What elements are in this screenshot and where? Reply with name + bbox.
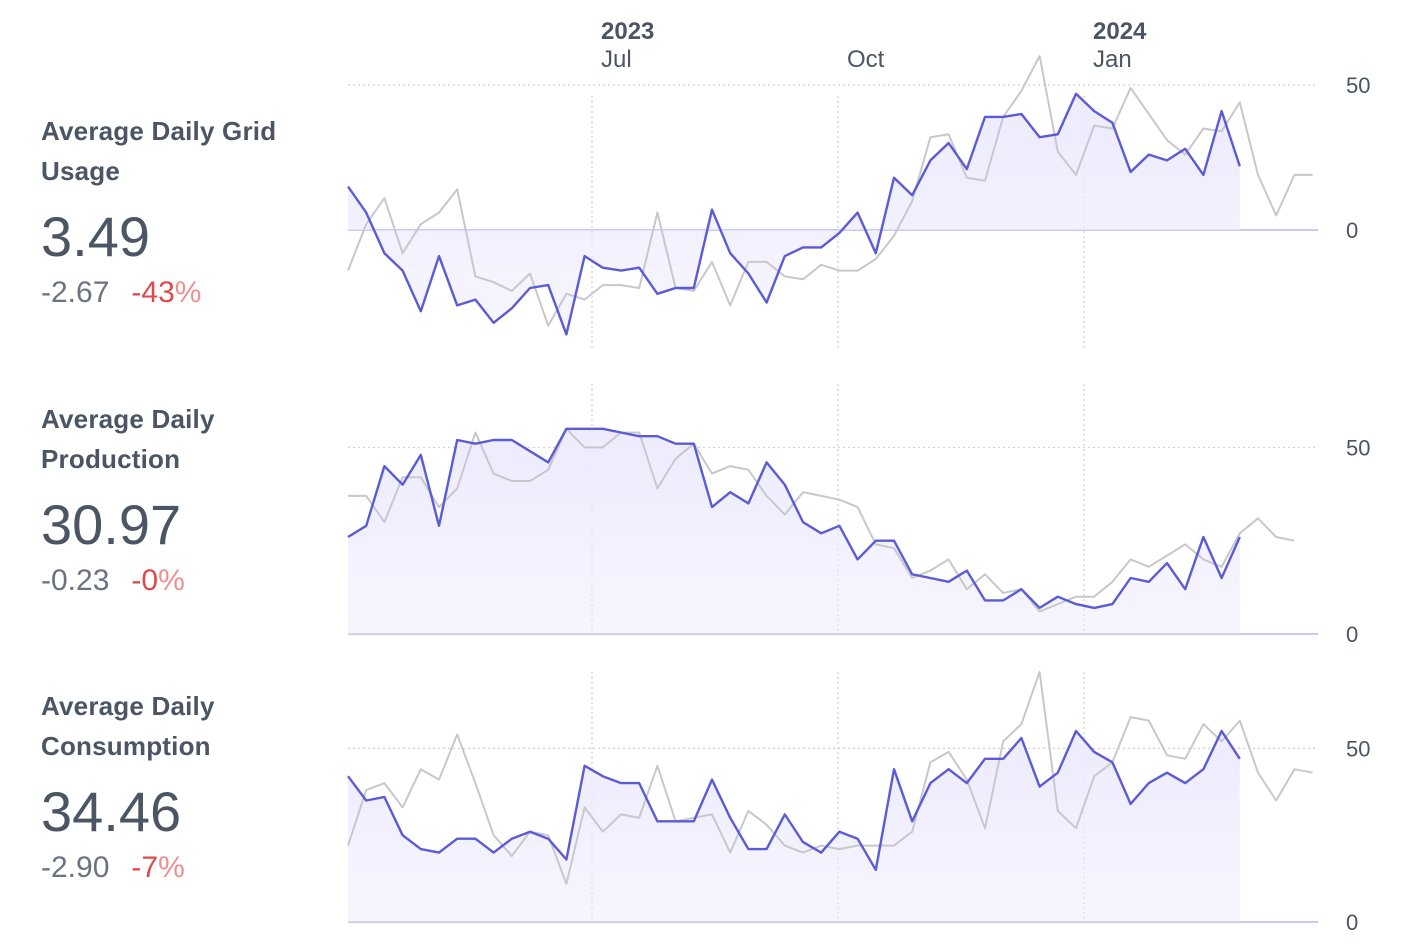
consumption-current-line — [347, 729, 1241, 872]
stat-grid-usage: Average Daily Grid Usage 3.49 -2.67 -43% — [41, 111, 321, 311]
production-ytick-50: 50 — [1346, 435, 1370, 460]
percent-sign: % — [158, 564, 185, 597]
production-current-area — [348, 428, 1240, 634]
grid-usage-current-area — [348, 93, 1240, 335]
stat-production: Average Daily Production 30.97 -0.23 -0% — [41, 399, 321, 599]
production-previous-line — [348, 427, 1295, 613]
stat-delta: -0.23 -0% — [41, 563, 321, 599]
stat-delta-percent: -7 — [131, 851, 159, 884]
month-label-oct: Oct — [847, 46, 885, 73]
production-current-line — [347, 427, 1241, 610]
consumption-ytick-50: 50 — [1346, 736, 1370, 761]
stat-title: Average Daily Grid Usage — [41, 111, 321, 191]
stat-title-line: Consumption — [41, 731, 211, 761]
stat-title-line: Average Daily — [41, 691, 215, 721]
stat-consumption: Average Daily Consumption 34.46 -2.90 -7% — [41, 686, 321, 886]
consumption-previous-line — [347, 671, 1313, 885]
stat-title: Average Daily Consumption — [41, 686, 321, 766]
stat-title: Average Daily Production — [41, 399, 321, 479]
stat-delta-absolute: -2.90 — [41, 851, 110, 884]
stat-title-line: Average Daily Grid — [41, 116, 277, 146]
stat-title-line: Usage — [41, 156, 121, 186]
stat-value: 30.97 — [41, 493, 182, 556]
grid-usage-current-line — [347, 92, 1241, 336]
stat-delta-percent: -43 — [131, 276, 175, 309]
stat-delta-absolute: -2.67 — [41, 276, 110, 309]
month-label-jul: Jul — [601, 46, 632, 73]
stat-delta: -2.90 -7% — [41, 850, 321, 886]
stat-delta-absolute: -0.23 — [41, 564, 110, 597]
stat-value: 3.49 — [41, 205, 150, 268]
grid-usage-ytick-0: 0 — [1346, 218, 1358, 243]
stat-delta-percent: -0 — [131, 564, 159, 597]
production-ytick-0: 0 — [1346, 622, 1358, 647]
stat-title-line: Average Daily — [41, 404, 215, 434]
stat-title-line: Production — [41, 444, 181, 474]
grid-usage-ytick-50: 50 — [1346, 73, 1370, 98]
year-label-2023: 2023 — [601, 18, 654, 45]
percent-sign: % — [174, 276, 202, 309]
consumption-ytick-0: 0 — [1346, 910, 1358, 935]
percent-sign: % — [158, 851, 185, 884]
stat-delta: -2.67 -43% — [41, 275, 321, 311]
consumption-current-area — [348, 731, 1240, 922]
month-label-jan: Jan — [1093, 46, 1132, 73]
year-label-2024: 2024 — [1093, 18, 1147, 45]
stat-value: 34.46 — [41, 780, 182, 843]
grid-usage-previous-line — [347, 55, 1313, 327]
